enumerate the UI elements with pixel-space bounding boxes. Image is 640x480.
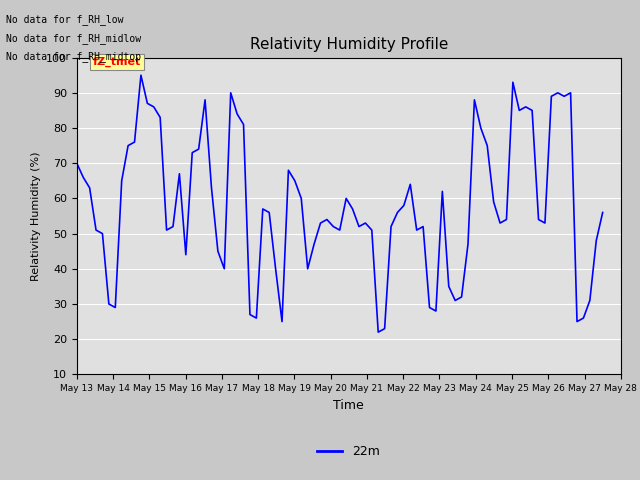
Y-axis label: Relativity Humidity (%): Relativity Humidity (%) xyxy=(31,151,40,281)
Text: No data for f_RH_midlow: No data for f_RH_midlow xyxy=(6,33,141,44)
X-axis label: Time: Time xyxy=(333,399,364,412)
Text: fZ_tmet: fZ_tmet xyxy=(93,57,141,67)
Legend: 22m: 22m xyxy=(312,440,385,463)
Title: Relativity Humidity Profile: Relativity Humidity Profile xyxy=(250,37,448,52)
Text: No data for f_RH_midtop: No data for f_RH_midtop xyxy=(6,51,141,62)
Text: No data for f_RH_low: No data for f_RH_low xyxy=(6,14,124,25)
